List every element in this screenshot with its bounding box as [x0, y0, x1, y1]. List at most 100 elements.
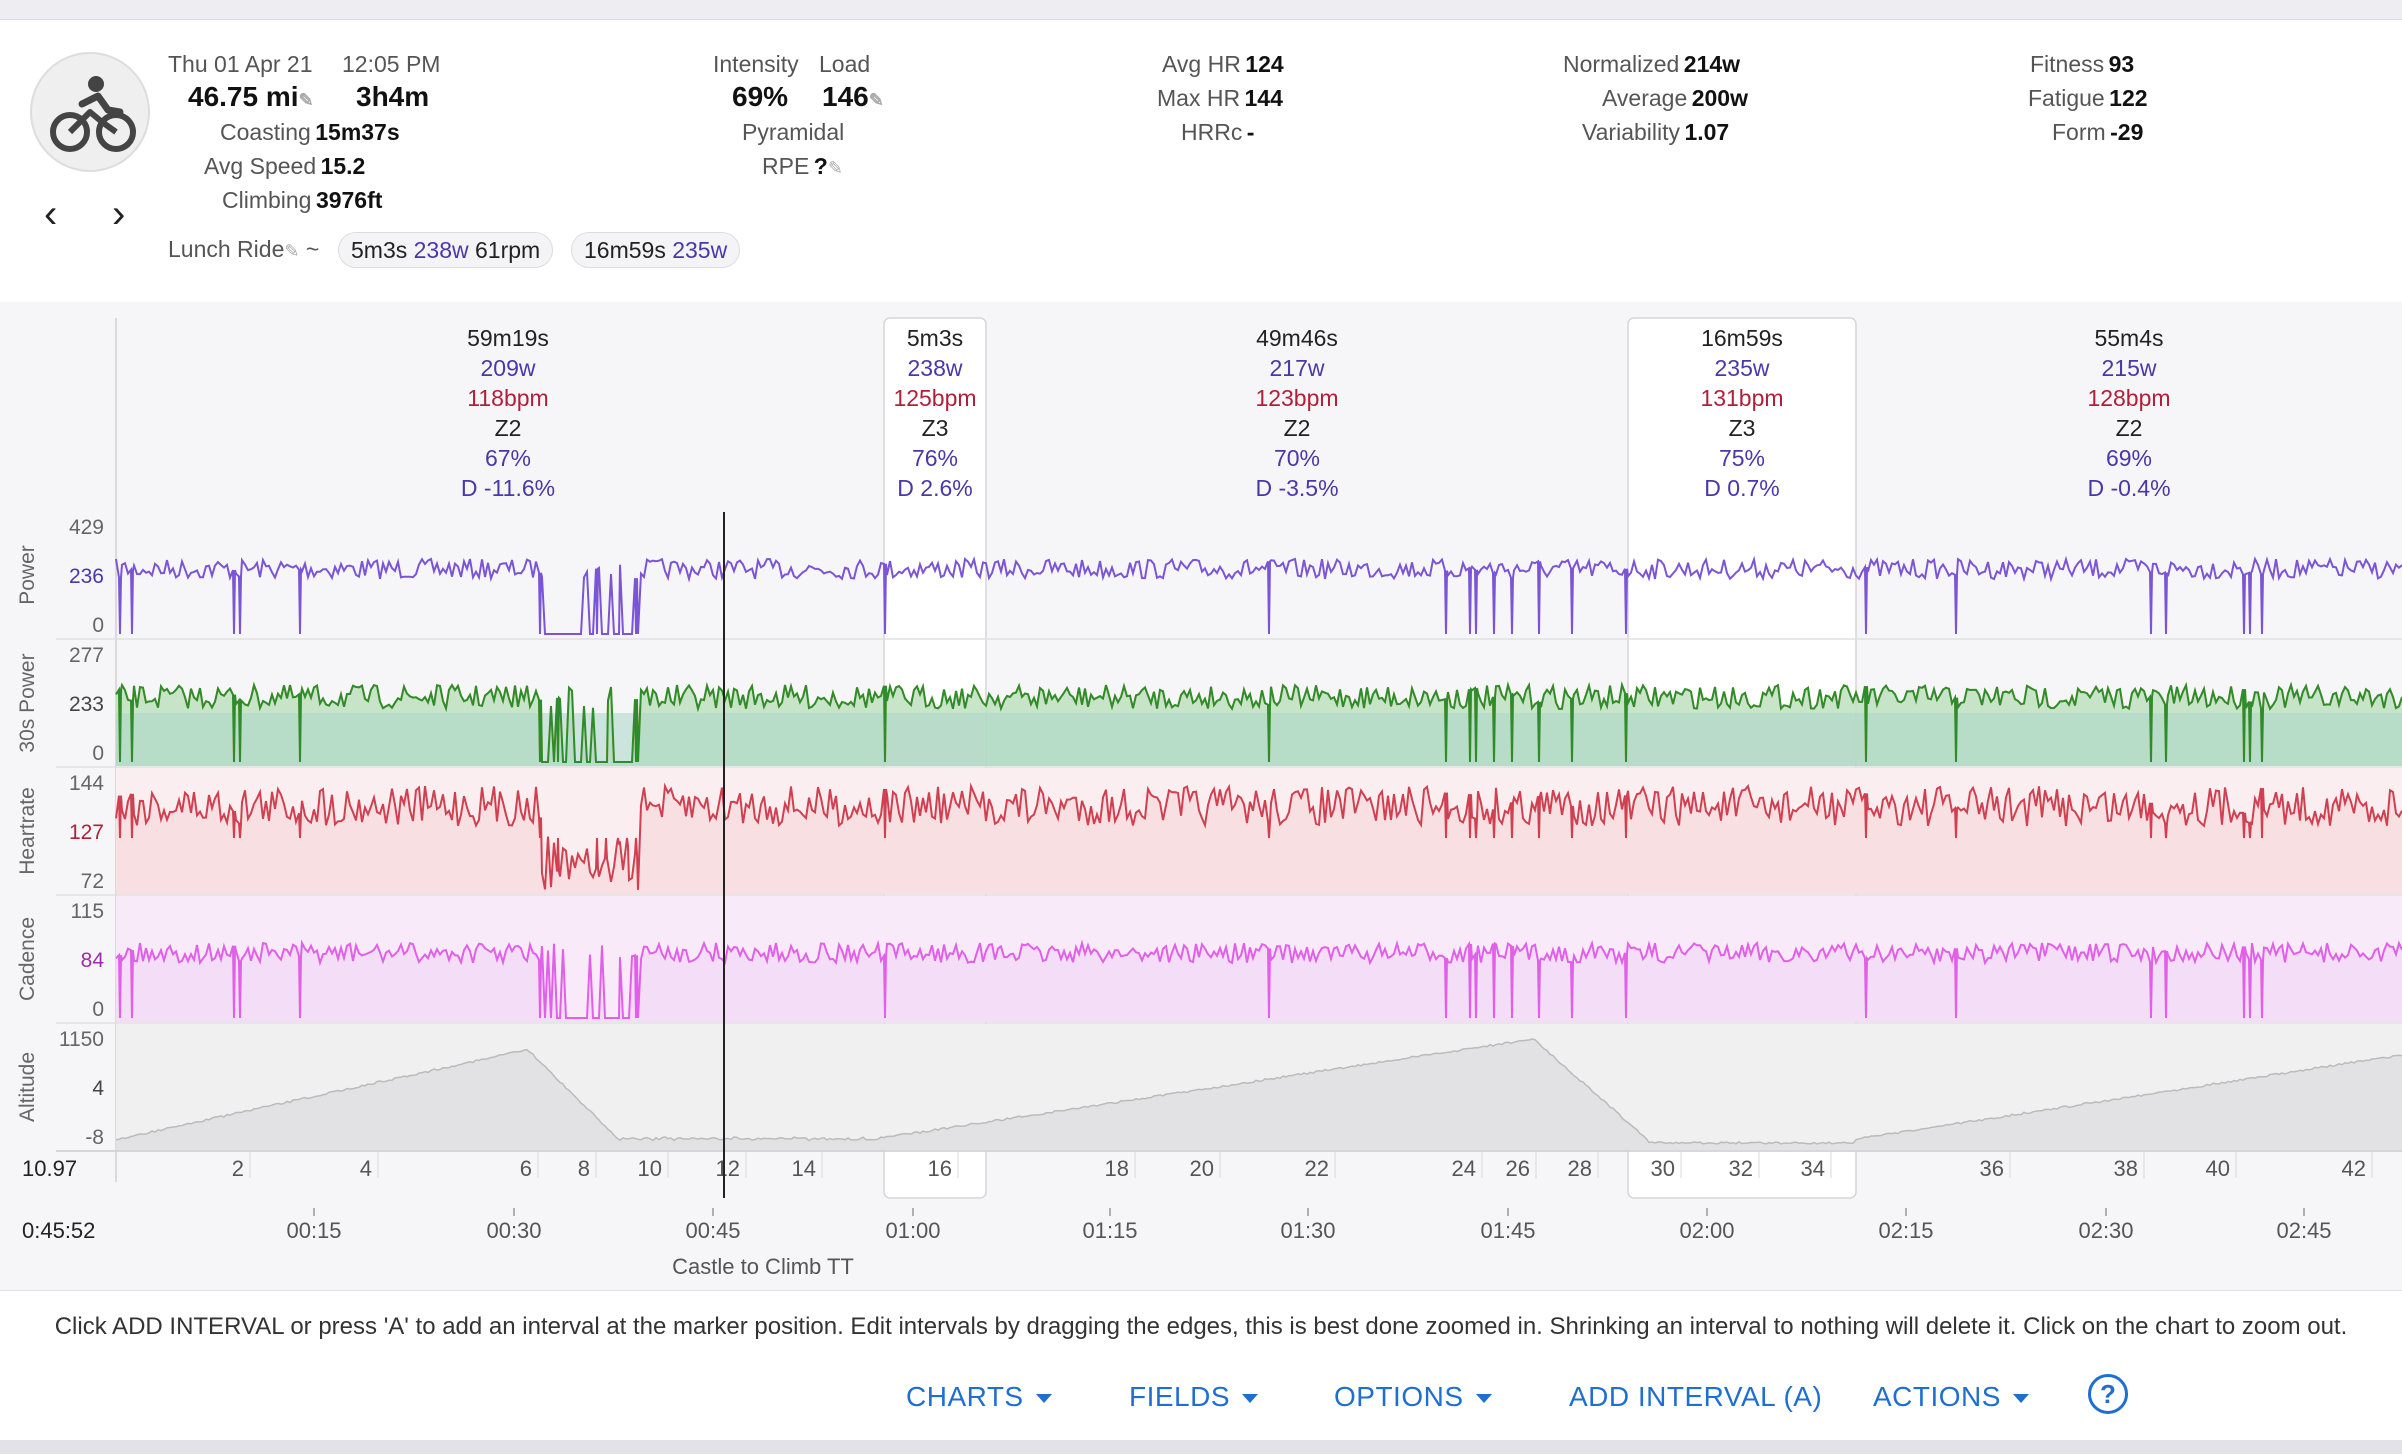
avg-speed-value: 15.2	[320, 153, 366, 179]
distance-label: 10	[638, 1156, 662, 1181]
max-hr-row: Max HR 144	[1157, 85, 1283, 112]
add-interval-button[interactable]: ADD INTERVAL (A)	[1569, 1381, 1823, 1412]
max-hr-label: Max HR	[1157, 85, 1241, 111]
chart-footer: Click ADD INTERVAL or press 'A' to add a…	[0, 1290, 2402, 1440]
interval-zone: Z2	[2116, 415, 2143, 441]
activity-date: Thu 01 Apr 21	[168, 51, 313, 77]
distance-value[interactable]: 46.75 mi✎	[188, 81, 314, 113]
activity-name-text: Lunch Ride	[168, 236, 285, 262]
distance-label: 8	[578, 1156, 590, 1181]
pill-rpm: 61rpm	[475, 237, 541, 263]
interval-watts: 215w	[2102, 355, 2157, 381]
activity-name[interactable]: Lunch Ride✎ ~	[168, 236, 319, 263]
distance-label: 16	[928, 1156, 952, 1181]
fields-menu-button[interactable]: FIELDS	[1129, 1381, 1259, 1413]
activity-chart[interactable]: 59m19s 209w 118bpm Z2 67% D -11.6% 5m3s 238w 125…	[0, 302, 2402, 1290]
pyramidal-label: Pyramidal	[742, 119, 845, 145]
track-tick: 0	[92, 998, 104, 1021]
form-value: -29	[2110, 119, 2144, 145]
track-tick: 72	[81, 870, 104, 893]
edit-pencil-icon[interactable]: ✎	[827, 158, 843, 178]
time-label: 01:15	[1082, 1218, 1137, 1243]
track-tick: 115	[71, 900, 104, 923]
pill-watts: 238w	[413, 237, 469, 263]
track-tick: 144	[69, 772, 104, 795]
time-label: 00:30	[486, 1218, 541, 1243]
marker-time: 0:45:52	[22, 1218, 95, 1243]
charts-menu-button[interactable]: CHARTS	[906, 1381, 1052, 1413]
track-label: Power	[16, 545, 39, 605]
hrrc-label: HRRc	[1181, 119, 1243, 145]
segment-label: Castle to Climb TT	[672, 1254, 854, 1279]
interval-pill-1[interactable]: 5m3s 238w 61rpm	[338, 232, 554, 268]
time-label: 00:45	[685, 1218, 740, 1243]
interval-zone: Z2	[1284, 415, 1311, 441]
edit-pencil-icon[interactable]: ✎	[298, 90, 314, 110]
interval-decoupling: D -11.6%	[461, 475, 555, 501]
actions-menu-button[interactable]: ACTIONS	[1873, 1381, 2029, 1413]
avg-speed-row: Avg Speed 15.2	[204, 153, 365, 180]
interval-pill-2[interactable]: 16m59s 235w	[571, 232, 741, 268]
altitude-line	[115, 1038, 2402, 1145]
track-label: Cadence	[16, 917, 39, 1001]
charts-label: CHARTS	[906, 1381, 1024, 1412]
edit-pencil-icon[interactable]: ✎	[284, 241, 300, 261]
distance-label: 20	[1190, 1156, 1214, 1181]
track-tick: 4	[92, 1077, 104, 1100]
fatigue-label: Fatigue	[2028, 85, 2105, 111]
track-tick: 233	[69, 693, 104, 716]
caret-down-icon	[1475, 1394, 1492, 1404]
interval-bpm: 123bpm	[1255, 385, 1338, 411]
load-value[interactable]: 146✎	[822, 81, 884, 113]
distance-label: 18	[1105, 1156, 1129, 1181]
top-strip	[0, 0, 2402, 20]
distance-start: 10.97	[22, 1156, 77, 1181]
bicycle-icon	[30, 52, 150, 172]
chevron-left-icon[interactable]: ‹	[44, 192, 58, 236]
help-icon[interactable]: ?	[2088, 1374, 2128, 1414]
interval-duration: 49m46s	[1256, 325, 1338, 351]
heartrate-line	[115, 782, 2402, 890]
edit-pencil-icon[interactable]: ✎	[868, 90, 884, 110]
average-label: Average	[1602, 85, 1688, 111]
heartrate-area	[116, 786, 2402, 894]
interval-decoupling: D -3.5%	[1255, 475, 1338, 501]
normalized-label: Normalized	[1563, 51, 1680, 77]
interval-bpm: 128bpm	[2087, 385, 2170, 411]
normalized-value: 214w	[1683, 51, 1741, 77]
interval-duration: 59m19s	[467, 325, 549, 351]
time-label: 01:30	[1280, 1218, 1335, 1243]
options-label: OPTIONS	[1334, 1381, 1464, 1412]
coasting-row: Coasting 15m37s	[220, 119, 400, 146]
track-tick: -8	[85, 1126, 104, 1149]
help-text: Click ADD INTERVAL or press 'A' to add a…	[54, 1313, 2348, 1340]
pill-time: 16m59s	[584, 237, 666, 263]
load-label: Load	[819, 51, 871, 77]
load-text: 146	[822, 81, 869, 112]
variability-label: Variability	[1582, 119, 1680, 145]
chevron-right-icon[interactable]: ›	[112, 192, 126, 236]
track-tick: 127	[69, 821, 104, 844]
interval-pct: 67%	[485, 445, 531, 471]
fitness-value: 93	[2108, 51, 2135, 77]
30s-power-lower-band	[116, 713, 2402, 766]
time-label: 00:15	[286, 1218, 341, 1243]
distance-label: 22	[1305, 1156, 1329, 1181]
avg-hr-value: 124	[1245, 51, 1284, 77]
interval-zone: Z2	[495, 415, 522, 441]
fatigue-row: Fatigue 122	[2028, 85, 2148, 112]
interval-zone: Z3	[1729, 415, 1756, 441]
interval-duration: 5m3s	[907, 325, 963, 351]
average-row: Average 200w	[1602, 85, 1748, 112]
options-menu-button[interactable]: OPTIONS	[1334, 1381, 1492, 1413]
track-label: Heartrate	[16, 787, 39, 875]
rpe-row[interactable]: RPE ?✎	[762, 153, 843, 180]
tilde-separator: ~	[305, 236, 320, 262]
time-label: 02:15	[1878, 1218, 1933, 1243]
track-tick: 277	[69, 644, 104, 667]
time-label: 02:30	[2078, 1218, 2133, 1243]
cadence-area	[116, 943, 2402, 1022]
interval-watts: 238w	[908, 355, 963, 381]
